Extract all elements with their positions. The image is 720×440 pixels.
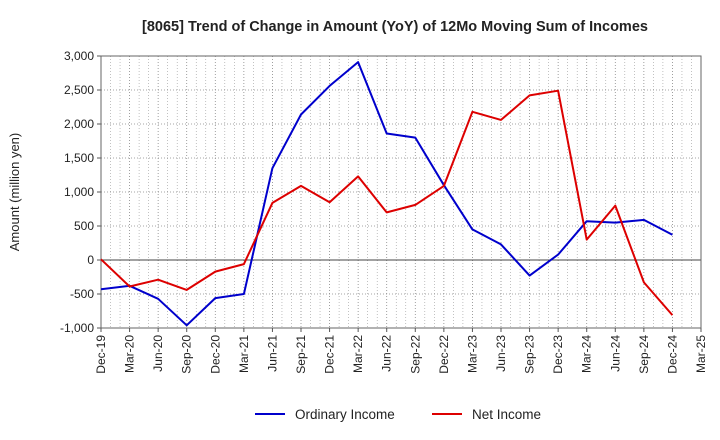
x-tick-label: Mar-25 — [694, 335, 708, 373]
y-tick-label: 0 — [87, 253, 94, 267]
x-tick-label: Dec-20 — [208, 335, 222, 374]
series-line-net-income — [100, 89, 674, 316]
plot-area: 3,0002,5002,0001,5001,0005000-500-1,000D… — [60, 49, 708, 374]
y-tick-label: 1,500 — [64, 151, 94, 165]
x-tick-label: Mar-20 — [123, 335, 137, 373]
x-tick-label: Sep-21 — [294, 335, 308, 374]
y-tick-label: -500 — [70, 287, 94, 301]
x-tick-label: Sep-22 — [408, 335, 422, 374]
y-tick-label: 2,000 — [64, 117, 94, 131]
x-tick-label: Jun-22 — [380, 335, 394, 372]
x-tick-label: Dec-21 — [323, 335, 337, 374]
x-tick-label: Dec-24 — [665, 335, 679, 374]
x-tick-label: Jun-20 — [151, 335, 165, 372]
y-tick-label: 1,000 — [64, 185, 94, 199]
y-axis-label: Amount (million yen) — [7, 133, 22, 252]
legend-label-ordinary-income: Ordinary Income — [295, 407, 395, 422]
y-tick-label: -1,000 — [60, 321, 94, 335]
x-tick-label: Jun-21 — [265, 335, 279, 372]
y-tick-label: 500 — [74, 219, 94, 233]
legend-label-net-income: Net Income — [472, 407, 541, 422]
x-tick-label: Sep-23 — [523, 335, 537, 374]
y-tick-label: 2,500 — [64, 83, 94, 97]
x-tick-label: Dec-22 — [437, 335, 451, 374]
y-tick-label: 3,000 — [64, 49, 94, 63]
x-tick-label: Mar-23 — [465, 335, 479, 373]
x-tick-label: Jun-24 — [608, 335, 622, 372]
x-tick-label: Dec-19 — [94, 335, 108, 374]
x-tick-label: Jun-23 — [494, 335, 508, 372]
x-tick-label: Mar-21 — [237, 335, 251, 373]
x-tick-label: Mar-24 — [580, 335, 594, 373]
legend: Ordinary Income Net Income — [255, 407, 541, 422]
x-tick-label: Mar-22 — [351, 335, 365, 373]
x-tick-label: Sep-20 — [180, 335, 194, 374]
chart-title: [8065] Trend of Change in Amount (YoY) o… — [142, 19, 648, 35]
series-line-ordinary-income — [100, 61, 673, 327]
plot-border — [100, 55, 702, 329]
x-tick-label: Dec-23 — [551, 335, 565, 374]
x-tick-label: Sep-24 — [637, 335, 651, 374]
